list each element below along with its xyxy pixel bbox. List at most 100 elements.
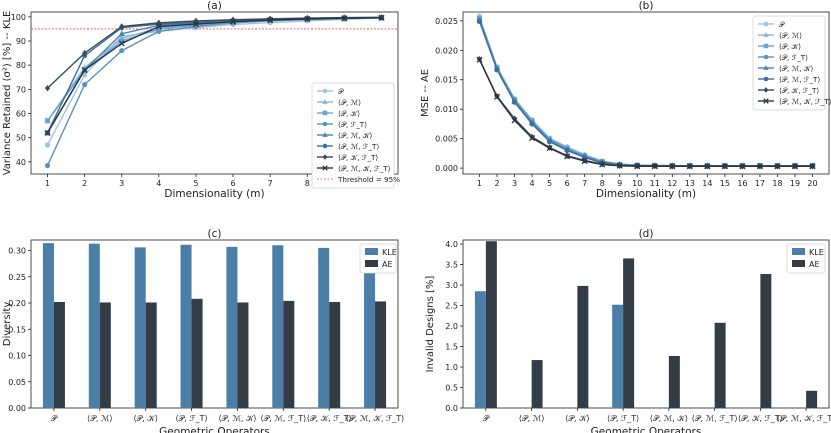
- bar-AE: [329, 301, 341, 408]
- data-point: [763, 76, 769, 82]
- y-tick-label: 40: [16, 158, 26, 167]
- data-point: [763, 98, 769, 104]
- legend-box: [752, 15, 826, 111]
- data-point: [546, 139, 553, 145]
- data-point: [81, 66, 88, 74]
- x-tick-label: ⟨𝒫, 𝒦⟩: [133, 414, 158, 423]
- x-tick-label: 19: [790, 179, 800, 188]
- data-point: [44, 118, 51, 124]
- data-point: [529, 121, 535, 127]
- plot-frame: [462, 11, 830, 175]
- data-point: [763, 65, 769, 70]
- data-point: [511, 117, 518, 124]
- data-point: [44, 129, 51, 136]
- y-tick-label: 2.5: [445, 302, 458, 311]
- data-point: [156, 28, 162, 34]
- x-tick-label: ⟨𝒫, 𝒦⟩: [565, 414, 590, 423]
- data-point: [304, 14, 310, 22]
- x-tick-label: 𝒫: [483, 414, 490, 423]
- bar-KLE: [318, 247, 330, 408]
- bar-AE: [806, 390, 818, 408]
- data-point: [118, 40, 125, 47]
- x-tick-label: ⟨𝒫, ℳ, ℱ_T⟩: [260, 414, 306, 423]
- x-tick-label: 𝒫: [51, 414, 58, 423]
- y-tick-label: 90: [16, 37, 26, 46]
- x-tick-label: 15: [720, 179, 730, 188]
- x-tick-label: 10: [632, 179, 642, 188]
- legend-label: ⟨𝒫, ℳ, ℱ_T⟩: [338, 142, 379, 151]
- data-point: [119, 38, 125, 44]
- y-tick-label: 0.30: [8, 247, 26, 256]
- data-point: [763, 54, 769, 60]
- bar-AE: [668, 355, 680, 408]
- legend: 𝒫 ⟨𝒫, ℳ⟩ ⟨𝒫, 𝒦⟩ ⟨𝒫, ℱ_T⟩ ⟨𝒫, ℳ, 𝒦⟩ ⟨𝒫, ℳ, ℱ_T…: [752, 15, 831, 111]
- legend-label: ⟨𝒫, ℳ, 𝒦⟩: [779, 64, 813, 73]
- data-point: [763, 87, 769, 93]
- x-tick-label: 5: [193, 179, 198, 188]
- legend-label: ⟨𝒫, ℱ_T⟩: [338, 120, 367, 129]
- bar-AE: [99, 302, 111, 408]
- y-tick-label: 0.05: [8, 378, 26, 387]
- y-axis-label: MSE -- AE: [420, 69, 431, 117]
- x-axis-label: Dimensionality (m): [164, 188, 264, 200]
- data-point: [511, 115, 518, 122]
- data-point: [528, 135, 536, 142]
- bar-KLE: [88, 243, 100, 408]
- legend-box: [311, 82, 395, 189]
- legend-label: ⟨𝒫, 𝒦, ℱ_T⟩: [338, 153, 378, 162]
- data-point: [564, 153, 571, 160]
- x-tick-label: 20: [807, 179, 817, 188]
- data-point: [44, 84, 51, 92]
- x-tick-label: 4: [530, 179, 535, 188]
- legend-label: ⟨𝒫, 𝒦⟩: [338, 109, 360, 118]
- bar-AE: [485, 241, 497, 408]
- data-point: [378, 14, 385, 21]
- y-tick-label: 4.0: [445, 240, 458, 249]
- x-tick-label: 1: [45, 179, 50, 188]
- x-tick-label: 6: [231, 179, 236, 188]
- bar-KLE: [134, 247, 146, 408]
- legend: KLE AE: [786, 243, 826, 274]
- data-point: [322, 88, 328, 94]
- x-tick-label: 2: [82, 179, 87, 188]
- bar-AE: [191, 298, 203, 408]
- x-tick-label: 7: [268, 179, 273, 188]
- legend-label: ⟨𝒫, ℳ⟩: [338, 98, 361, 107]
- plot-frame: [30, 239, 399, 409]
- bar-AE: [714, 322, 726, 408]
- data-point: [494, 67, 500, 73]
- x-tick-label: ⟨𝒫, 𝒦, ℱ_T⟩: [307, 414, 352, 423]
- x-tick-label: ⟨𝒫, ℳ⟩: [87, 414, 113, 423]
- plot-frame: [30, 11, 399, 175]
- data-point: [44, 142, 51, 148]
- x-tick-label: 13: [685, 179, 695, 188]
- x-tick-label: 4: [156, 179, 161, 188]
- legend-label: ⟨𝒫, ℳ, ℱ_T⟩: [779, 75, 820, 84]
- bar-AE: [237, 302, 249, 408]
- y-tick-label: 0.010: [435, 105, 458, 114]
- data-point: [756, 163, 764, 170]
- legend-swatch: [365, 260, 378, 267]
- bar-KLE: [180, 244, 192, 408]
- x-tick-label: 8: [305, 179, 310, 188]
- x-tick-label: ⟨𝒫, ℱ_T⟩: [175, 414, 207, 423]
- data-point: [192, 21, 200, 28]
- data-point: [599, 161, 606, 168]
- y-tick-label: 0.020: [435, 46, 458, 55]
- panel-title: (c): [208, 228, 222, 240]
- x-tick-label: ⟨𝒫, ℳ, 𝒦, ℱ_T⟩: [777, 414, 831, 423]
- x-tick-label: 6: [565, 179, 570, 188]
- data-point: [44, 162, 51, 169]
- x-tick-label: ⟨𝒫, 𝒦, ℱ_T⟩: [738, 414, 783, 423]
- y-tick-label: 0.5: [445, 384, 458, 393]
- x-tick-label: 5: [547, 179, 552, 188]
- y-tick-label: 0.000: [435, 164, 458, 173]
- x-tick-label: ⟨𝒫, ℳ, 𝒦⟩: [650, 414, 688, 423]
- panel-title: (b): [639, 0, 654, 12]
- x-tick-label: 1: [477, 179, 482, 188]
- data-point: [791, 163, 799, 170]
- y-tick-label: 1.5: [445, 343, 458, 352]
- y-tick-label: 2.0: [445, 322, 458, 331]
- y-tick-label: 50: [16, 134, 26, 143]
- x-tick-label: 11: [650, 179, 660, 188]
